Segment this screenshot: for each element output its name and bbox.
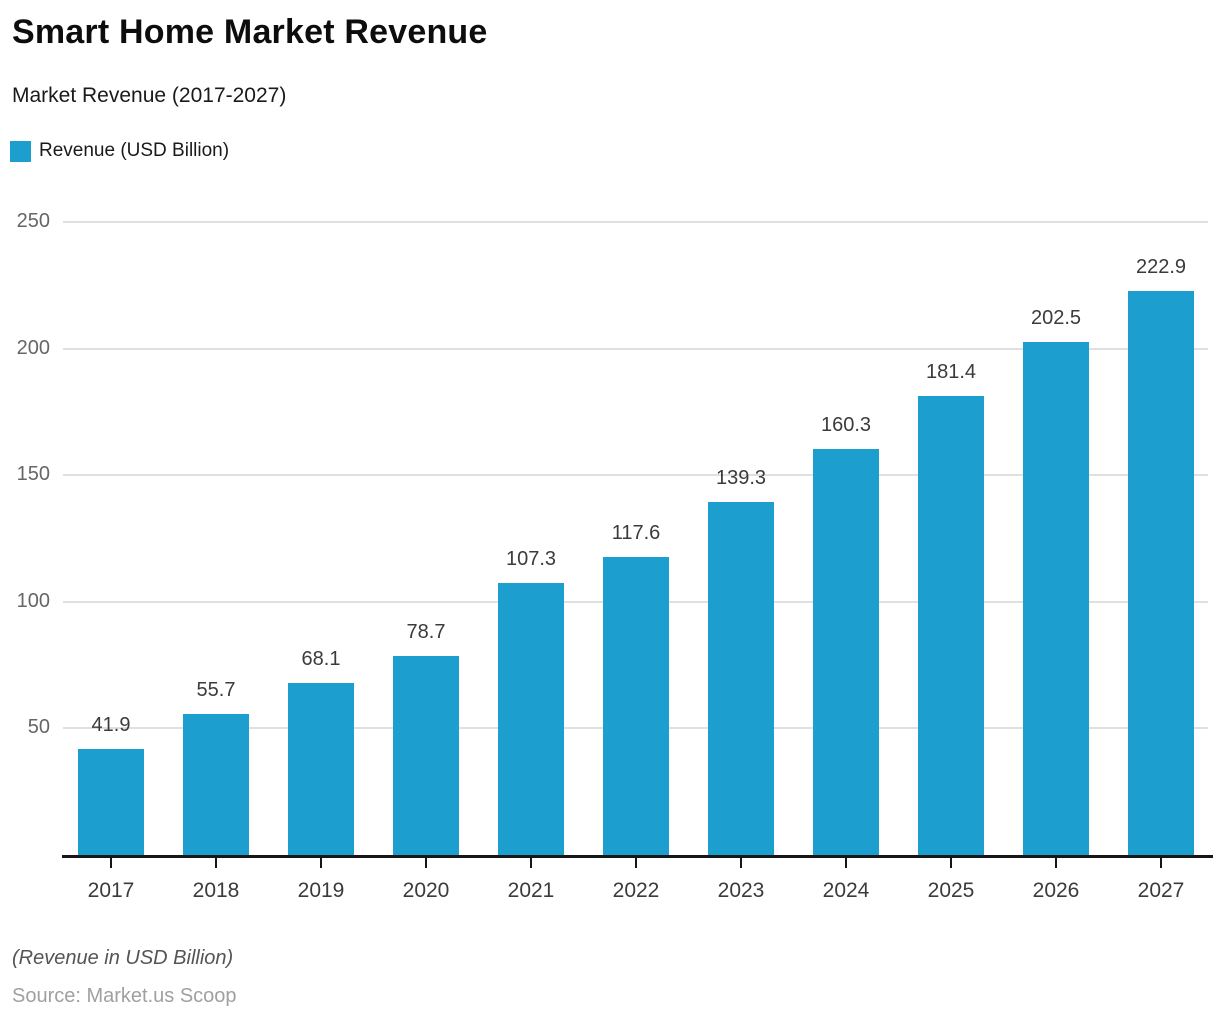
bar <box>393 656 459 855</box>
x-axis-label: 2020 <box>402 879 450 902</box>
bar-value-label: 107.3 <box>505 548 557 570</box>
legend: Revenue (USD Billion) <box>10 140 229 162</box>
gridline <box>63 474 1208 476</box>
x-axis-label: 2018 <box>192 879 240 902</box>
x-axis-label: 2023 <box>717 879 765 902</box>
bar-value-label: 55.7 <box>196 679 236 701</box>
bar-value-label: 78.7 <box>406 621 446 643</box>
y-axis-label: 150 <box>16 463 50 485</box>
bar <box>498 583 564 855</box>
x-tick <box>845 858 847 868</box>
x-tick <box>530 858 532 868</box>
bar <box>603 557 669 855</box>
bar <box>78 749 144 855</box>
bar <box>288 683 354 855</box>
bar-value-label: 160.3 <box>820 414 872 436</box>
x-tick <box>320 858 322 868</box>
x-axis-label: 2019 <box>297 879 345 902</box>
bar <box>708 502 774 855</box>
page-title: Smart Home Market Revenue <box>12 13 488 51</box>
x-axis-label: 2025 <box>927 879 975 902</box>
x-tick <box>110 858 112 868</box>
x-axis-label: 2024 <box>822 879 870 902</box>
x-axis-label: 2017 <box>87 879 135 902</box>
x-tick <box>215 858 217 868</box>
x-tick <box>425 858 427 868</box>
x-axis-line <box>62 855 1213 858</box>
source-note: Source: Market.us Scoop <box>12 985 237 1007</box>
x-tick <box>740 858 742 868</box>
chart: 50 100 150 200 250 41.9 2017 55.7 2018 68.1 2019 78… <box>0 200 1220 920</box>
gridline <box>63 348 1208 350</box>
page-subtitle: Market Revenue (2017-2027) <box>12 84 287 107</box>
bar-value-label: 117.6 <box>611 522 661 544</box>
x-tick <box>635 858 637 868</box>
y-axis-label: 50 <box>27 716 50 738</box>
gridline <box>63 221 1208 223</box>
legend-swatch-icon <box>10 140 31 162</box>
y-axis-label: 100 <box>16 590 50 612</box>
legend-label: Revenue (USD Billion) <box>39 140 230 161</box>
x-axis-label: 2026 <box>1032 879 1080 902</box>
x-axis-label: 2027 <box>1137 879 1185 902</box>
bar-value-label: 222.9 <box>1135 256 1187 278</box>
y-axis-label: 200 <box>16 337 50 359</box>
bar <box>1128 291 1194 855</box>
bar <box>918 396 984 855</box>
bar <box>813 449 879 855</box>
x-tick <box>1160 858 1162 868</box>
x-axis-label: 2021 <box>507 879 555 902</box>
bar-value-label: 202.5 <box>1030 307 1082 329</box>
bar-value-label: 68.1 <box>301 648 341 670</box>
bar <box>1023 342 1089 855</box>
x-axis-label: 2022 <box>612 879 660 902</box>
x-tick <box>1055 858 1057 868</box>
x-tick <box>950 858 952 868</box>
bar <box>183 714 249 855</box>
footer-note: (Revenue in USD Billion) <box>12 947 234 969</box>
bar-value-label: 181.4 <box>925 361 977 383</box>
y-axis-label: 250 <box>16 210 50 232</box>
bar-value-label: 139.3 <box>715 467 767 489</box>
bar-value-label: 41.9 <box>91 714 131 736</box>
